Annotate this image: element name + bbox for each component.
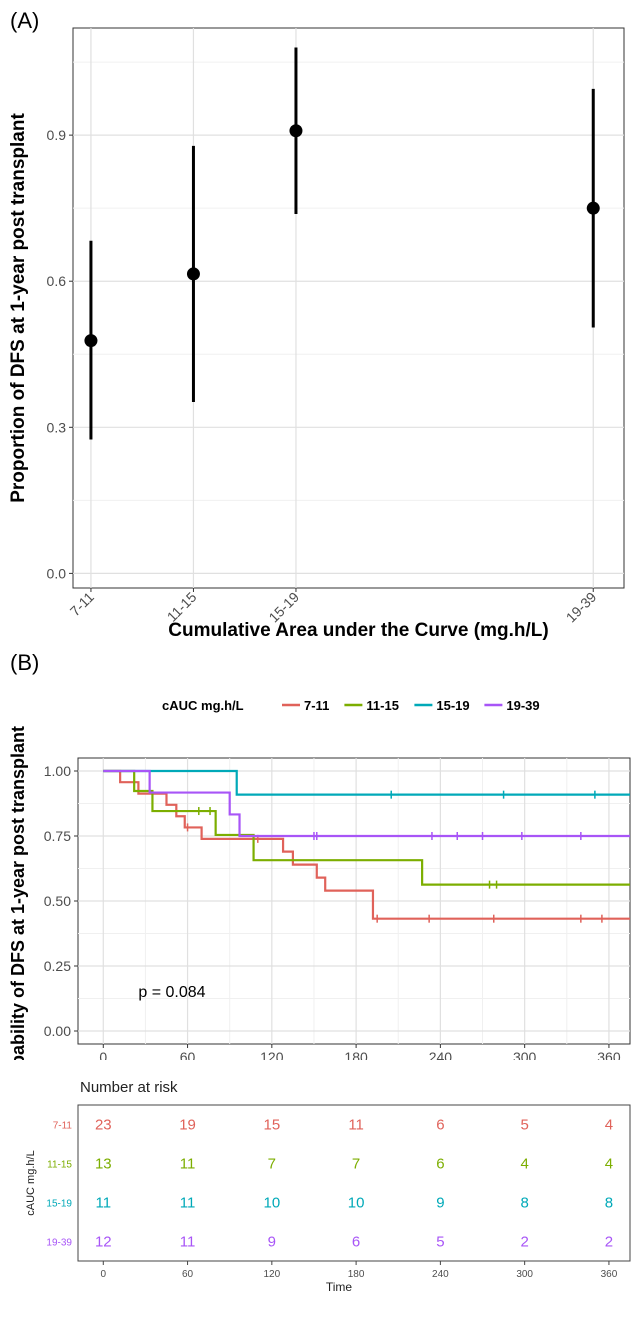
p-value-annotation: p = 0.084: [138, 984, 205, 1001]
km-curve-11-15: [103, 769, 630, 886]
panel-a-label: (A): [10, 8, 40, 33]
risk-row-label: 7-11: [53, 1121, 73, 1132]
x-axis-title: Cumulative Area under the Curve (mg.h/L): [168, 620, 548, 640]
y-tick-label: 1.00: [44, 763, 71, 779]
x-tick-label: 360: [601, 1269, 618, 1280]
x-tick-label: 7-11: [67, 589, 98, 620]
legend-label: 7-11: [304, 698, 329, 713]
legend-label: 11-15: [366, 698, 399, 713]
x-tick-label: 120: [260, 1049, 284, 1060]
y-tick-label: 0.0: [47, 565, 67, 581]
x-tick-label: 60: [182, 1269, 194, 1280]
risk-cell: 6: [352, 1234, 360, 1251]
risk-cell: 15: [263, 1117, 280, 1134]
data-point: [289, 124, 303, 138]
data-point: [84, 334, 98, 348]
risk-cell: 8: [605, 1195, 613, 1212]
risk-cell: 11: [180, 1156, 196, 1173]
data-point: [186, 267, 200, 281]
y-tick-label: 0.6: [47, 273, 67, 289]
legend-label: 15-19: [436, 698, 469, 713]
y-axis-title: Probability of DFS at 1-year post transp…: [8, 726, 28, 1060]
risk-cell: 4: [520, 1156, 528, 1173]
risk-cell: 9: [436, 1195, 444, 1212]
panel-b-label: (B): [10, 650, 40, 675]
x-tick-label: 60: [180, 1049, 196, 1060]
risk-cell: 13: [95, 1156, 112, 1173]
risk-cell: 11: [95, 1195, 111, 1212]
risk-cell: 4: [605, 1156, 613, 1173]
risk-cell: 10: [348, 1195, 365, 1212]
risk-cell: 11: [180, 1234, 196, 1251]
x-tick-label: 240: [432, 1269, 449, 1280]
risk-row-label: 19-39: [46, 1238, 72, 1249]
y-tick-label: 0.50: [44, 893, 71, 909]
legend-title: cAUC mg.h/L: [162, 698, 244, 713]
risk-cell: 11: [180, 1195, 196, 1212]
x-tick-label: 180: [344, 1049, 368, 1060]
km-curve-19-39: [103, 769, 630, 838]
x-tick-label: 120: [263, 1269, 280, 1280]
risk-row-label: 15-19: [46, 1199, 72, 1210]
x-tick-label: 180: [348, 1269, 365, 1280]
risk-cell: 5: [436, 1234, 444, 1251]
y-tick-label: 0.9: [47, 127, 67, 143]
risk-cell: 12: [95, 1234, 112, 1251]
x-tick-label: 360: [597, 1049, 621, 1060]
risk-row-label: 11-15: [47, 1160, 72, 1171]
risk-x-axis-title: Time: [326, 1280, 353, 1294]
x-tick-label: 300: [513, 1049, 537, 1060]
risk-cell: 7: [268, 1156, 276, 1173]
kaplan-meier-chart: cAUC mg.h/L 7-11 11-15 15-19 19-39 0.00 0.25 0.…: [8, 698, 631, 1060]
risk-cell: 9: [268, 1234, 276, 1251]
risk-cell: 19: [179, 1117, 196, 1134]
risk-cell: 2: [605, 1234, 613, 1251]
risk-cell: 6: [436, 1156, 444, 1173]
risk-cell: 7: [352, 1156, 360, 1173]
risk-cell: 8: [520, 1195, 528, 1212]
risk-cell: 2: [520, 1234, 528, 1251]
risk-table-title: Number at risk: [80, 1079, 178, 1096]
risk-cell: 4: [605, 1117, 613, 1134]
x-tick-label: 0: [101, 1269, 107, 1280]
x-tick-label: 0: [99, 1049, 107, 1060]
y-tick-label: 0.25: [44, 958, 71, 974]
number-at-risk-table: Number at risk 7-11 23 19 15 11 6 5 4 11-15 13 11 7 7…: [25, 1079, 631, 1294]
risk-cell: 11: [348, 1117, 364, 1134]
y-tick-label: 0.00: [44, 1023, 71, 1039]
plot-panel: [72, 27, 625, 589]
y-tick-label: 0.75: [44, 828, 71, 844]
risk-cell: 10: [263, 1195, 280, 1212]
risk-cell: 5: [520, 1117, 528, 1134]
risk-cell: 6: [436, 1117, 444, 1134]
x-tick-label: 19-39: [563, 589, 600, 626]
legend-label: 19-39: [506, 698, 539, 713]
x-tick-label: 240: [429, 1049, 453, 1060]
y-tick-label: 0.3: [47, 419, 67, 435]
risk-table-panel: [77, 1104, 631, 1262]
risk-cell: 23: [95, 1117, 112, 1134]
y-axis-title: Proportion of DFS at 1-year post transpl…: [8, 113, 29, 503]
km-curve-15-19: [103, 769, 630, 796]
dfs-proportion-chart: 0.00.30.60.97-11 11-15 15-19 19-39Cumulativ…: [8, 27, 625, 640]
data-point: [586, 201, 600, 215]
x-tick-label: 300: [516, 1269, 533, 1280]
risk-y-axis-title: cAUC mg.h/L: [25, 1150, 37, 1215]
